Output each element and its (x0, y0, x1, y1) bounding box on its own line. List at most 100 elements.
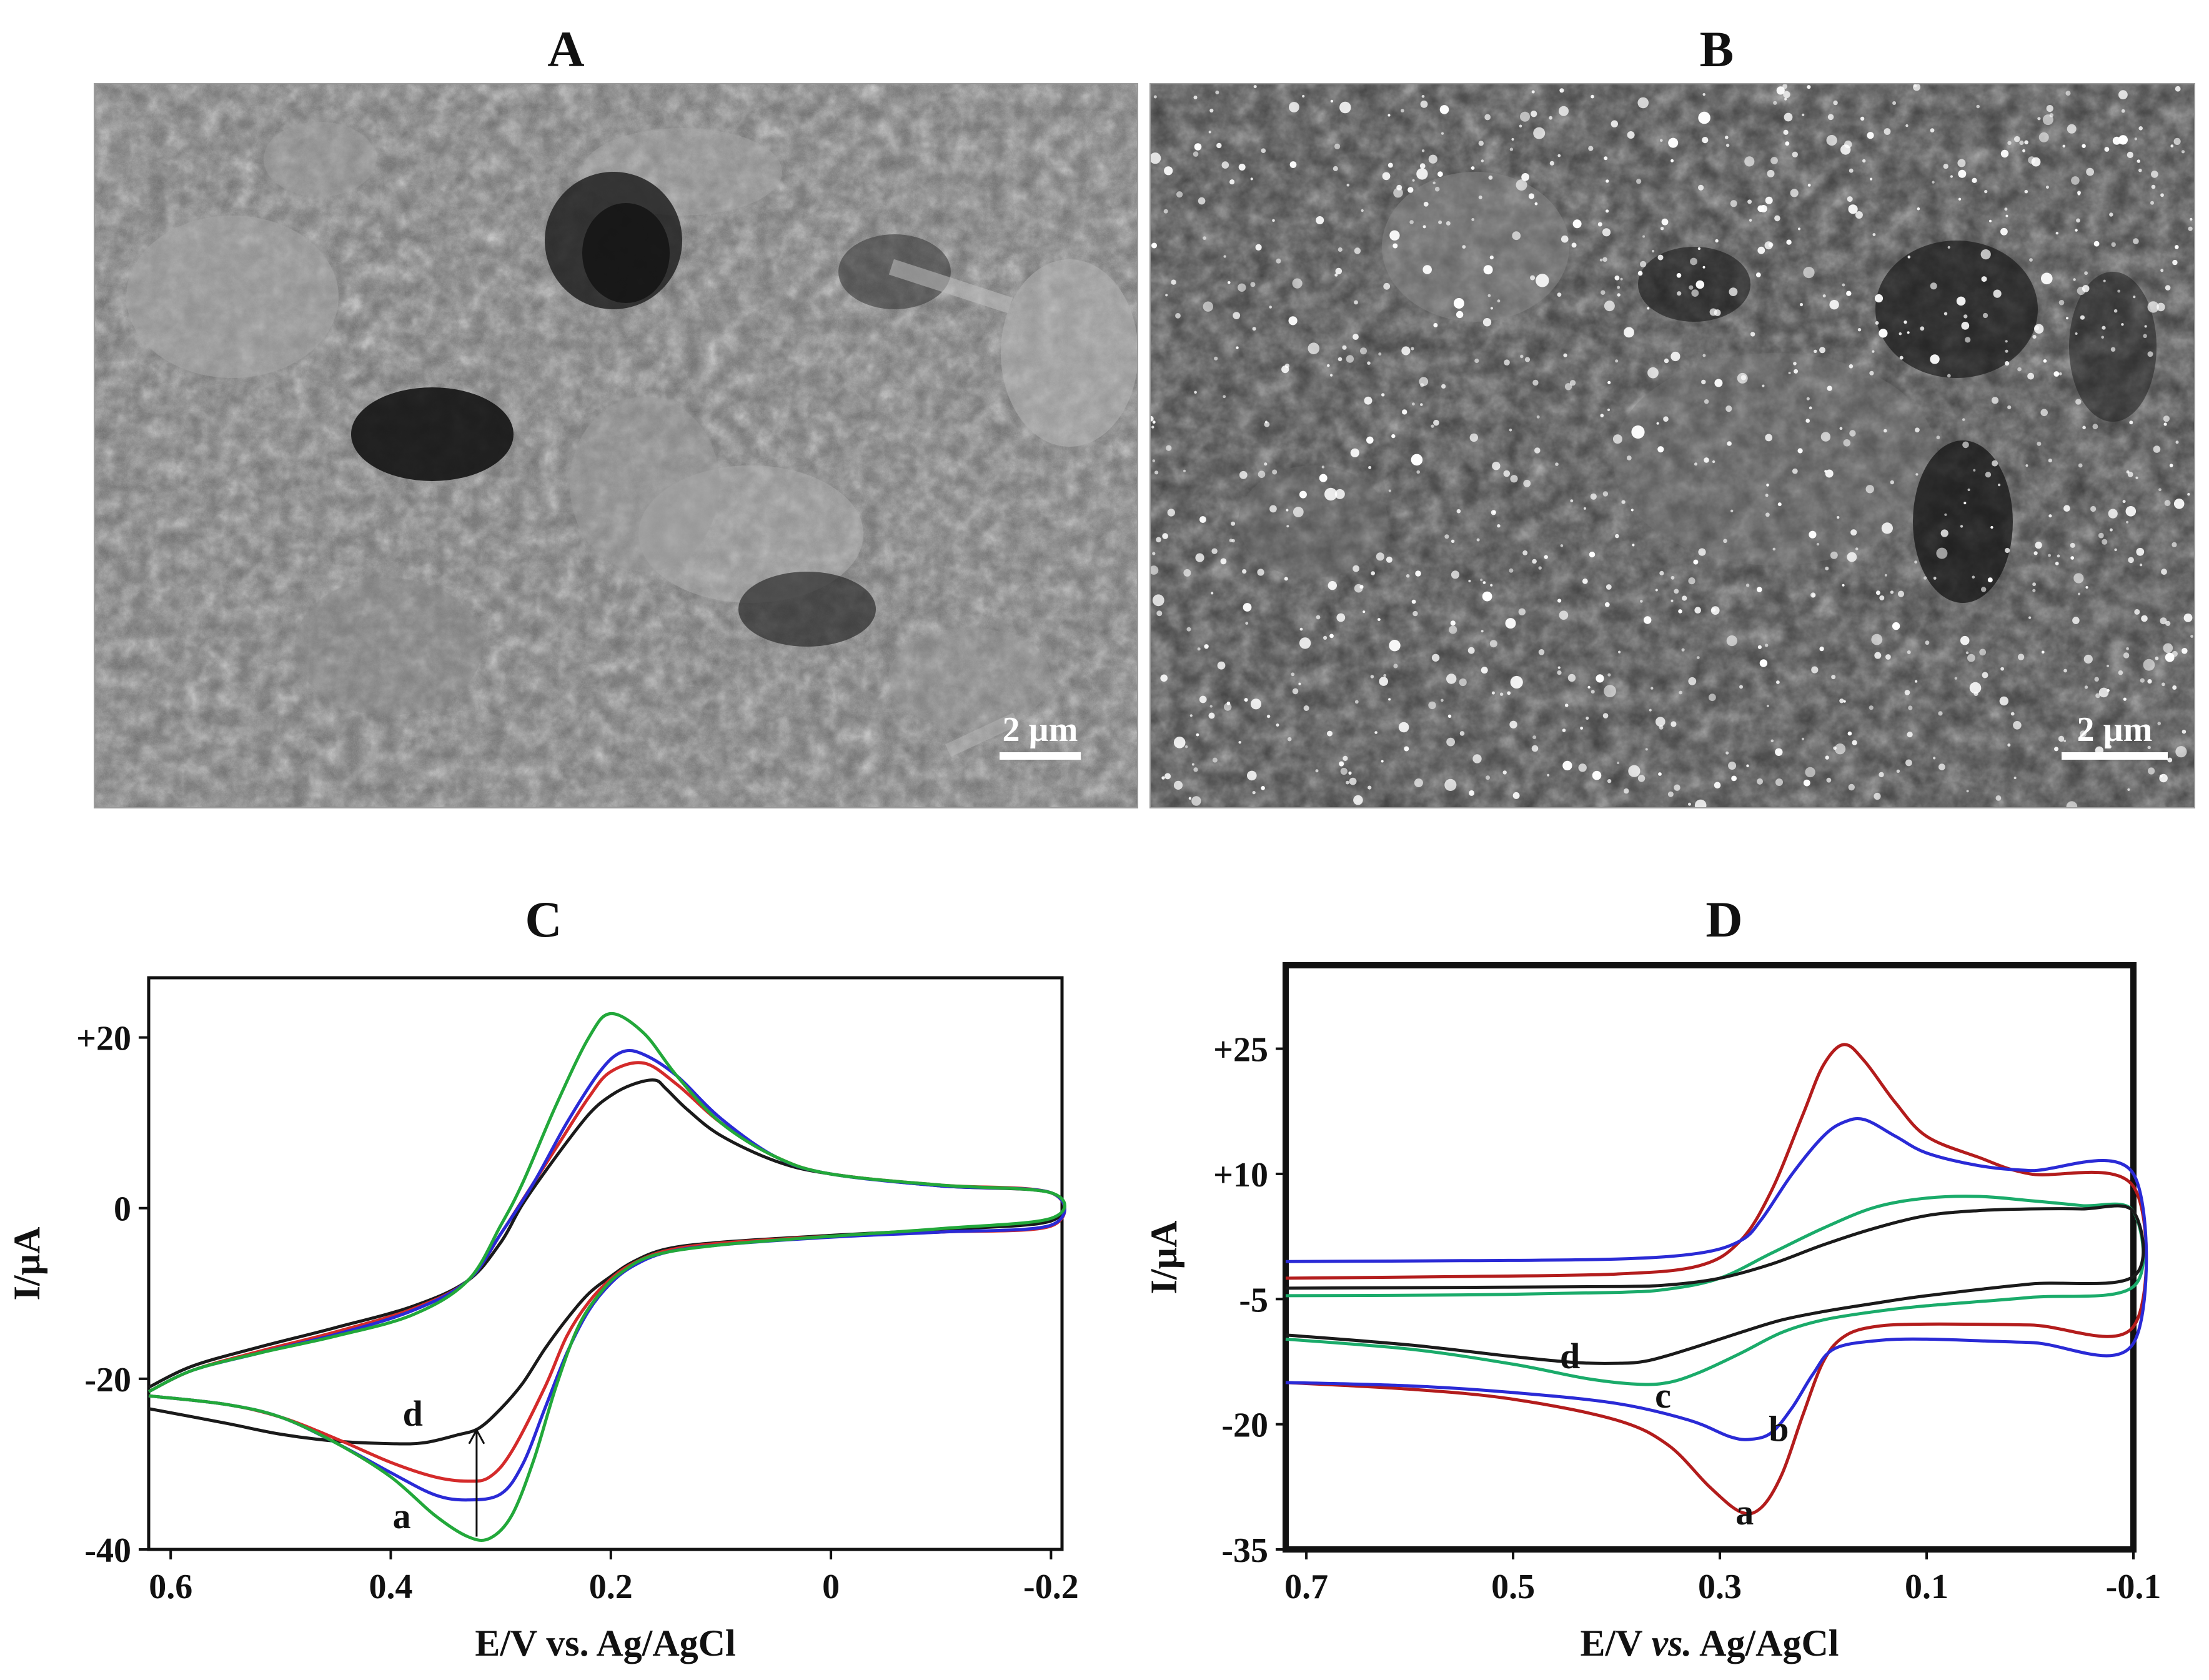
nanoparticle-dot (1415, 570, 1421, 577)
nanoparticle-dot (1890, 590, 1894, 594)
nanoparticle-dot (1688, 577, 1695, 585)
nanoparticle-dot (1637, 271, 1643, 276)
nanoparticle-dot (2013, 721, 2022, 730)
nanoparticle-dot (1776, 680, 1780, 684)
nanoparticle-dot (1667, 791, 1674, 797)
nanoparticle-dot (1238, 283, 1246, 292)
nanoparticle-dot (2000, 667, 2004, 671)
nanoparticle-dot (1439, 105, 1449, 114)
x-tick-label: 0.1 (1905, 1568, 1948, 1606)
nanoparticle-dot (1437, 171, 1443, 177)
nanoparticle-dot (1336, 613, 1346, 622)
nanoparticle-dot (1712, 460, 1715, 464)
nanoparticle-dot (1402, 409, 1407, 415)
nanoparticle-dot (1214, 356, 1218, 360)
nanoparticle-dot (1409, 220, 1414, 224)
nanoparticle-dot (2175, 86, 2181, 92)
nanoparticle-dot (1258, 470, 1266, 478)
nanoparticle-dot (1698, 111, 1710, 124)
nanoparticle-dot (1885, 654, 1891, 660)
nanoparticle-dot (1617, 762, 1620, 765)
nanoparticle-dot (1354, 247, 1361, 254)
nanoparticle-dot (1510, 675, 1523, 689)
nanoparticle-dot (1660, 227, 1664, 231)
nanoparticle-dot (1492, 462, 1501, 470)
nanoparticle-dot (2062, 144, 2066, 148)
nanoparticle-dot (1725, 136, 1729, 139)
nanoparticle-dot (2147, 745, 2151, 750)
nanoparticle-dot (1152, 420, 1156, 424)
nanoparticle-dot (1914, 84, 1917, 87)
nanoparticle-dot (1381, 393, 1385, 397)
nanoparticle-dot (2063, 740, 2067, 742)
nanoparticle-dot (1489, 256, 1494, 260)
nanoparticle-dot (1451, 539, 1455, 543)
nanoparticle-dot (1617, 293, 1621, 297)
nanoparticle-dot (1848, 783, 1855, 791)
nanoparticle-dot (1532, 559, 1537, 564)
nanoparticle-dot (1757, 778, 1763, 785)
nanoparticle-dot (1199, 516, 1206, 523)
scale-bar-a-text: 2 µm (1002, 710, 1078, 749)
nanoparticle-dot (1428, 701, 1436, 710)
nanoparticle-dot (2127, 472, 2133, 477)
nanoparticle-dot (1286, 509, 1289, 512)
nanoparticle-dot (1924, 576, 1927, 580)
nanoparticle-dot (1982, 312, 1988, 319)
nanoparticle-dot (1645, 748, 1648, 751)
nanoparticle-dot (2017, 654, 2025, 660)
nanoparticle-dot (1531, 111, 1537, 117)
nanoparticle-dot (2094, 677, 2099, 682)
nanoparticle-dot (2075, 399, 2082, 405)
nanoparticle-dot (1702, 93, 1705, 96)
nanoparticle-dot (1920, 326, 1925, 331)
nanoparticle-dot (2126, 647, 2129, 650)
panel-label-d: D (1705, 891, 1743, 948)
nanoparticle-dot (2049, 113, 2053, 117)
nanoparticle-dot (1871, 634, 1883, 645)
nanoparticle-dot (1272, 219, 1275, 222)
nanoparticle-dot (1905, 759, 1912, 767)
nanoparticle-dot (1346, 780, 1349, 785)
nanoparticle-dot (1557, 292, 1562, 297)
nanoparticle-dot (1286, 525, 1289, 528)
nanoparticle-dot (1434, 186, 1440, 192)
nanoparticle-dot (2017, 367, 2022, 372)
nanoparticle-dot (1936, 547, 1948, 559)
nanoparticle-dot (1316, 615, 1321, 620)
nanoparticle-dot (1557, 154, 1561, 157)
nanoparticle-dot (1694, 607, 1701, 614)
nanoparticle-dot (2155, 656, 2159, 660)
nanoparticle-dot (1825, 469, 1834, 478)
nanoparticle-dot (2082, 285, 2090, 292)
nanoparticle-dot (1387, 114, 1391, 117)
y-tick-label: +20 (76, 1020, 131, 1058)
nanoparticle-dot (1211, 592, 1214, 595)
y-tick-label: -20 (84, 1361, 131, 1399)
panel-label-b: B (1699, 21, 1734, 77)
nanoparticle-dot (2063, 669, 2067, 673)
nanoparticle-dot (1908, 705, 1913, 710)
nanoparticle-dot (1657, 254, 1664, 261)
nanoparticle-dot (1228, 281, 1231, 284)
nanoparticle-dot (1367, 361, 1371, 365)
nanoparticle-dot (1250, 698, 1262, 710)
nanoparticle-dot (1793, 362, 1797, 365)
nanoparticle-dot (1524, 357, 1531, 362)
nanoparticle-dot (2005, 340, 2008, 343)
nanoparticle-dot (2053, 371, 2060, 377)
nanoparticle-dot (1628, 765, 1641, 777)
nanoparticle-dot (1199, 695, 1207, 703)
nanoparticle-dot (1195, 553, 1204, 562)
nanoparticle-dot (1938, 711, 1943, 716)
nanoparticle-dot (1784, 112, 1793, 122)
nanoparticle-dot (1958, 169, 1967, 178)
nanoparticle-dot (1792, 151, 1798, 157)
nanoparticle-dot (2005, 361, 2010, 366)
nanoparticle-dot (1482, 318, 1492, 327)
nanoparticle-dot (2158, 488, 2162, 492)
nanoparticle-dot (1215, 91, 1219, 94)
nanoparticle-dot (1450, 620, 1456, 626)
curve-annotation: d (403, 1393, 423, 1434)
nanoparticle-dot (2110, 347, 2116, 352)
